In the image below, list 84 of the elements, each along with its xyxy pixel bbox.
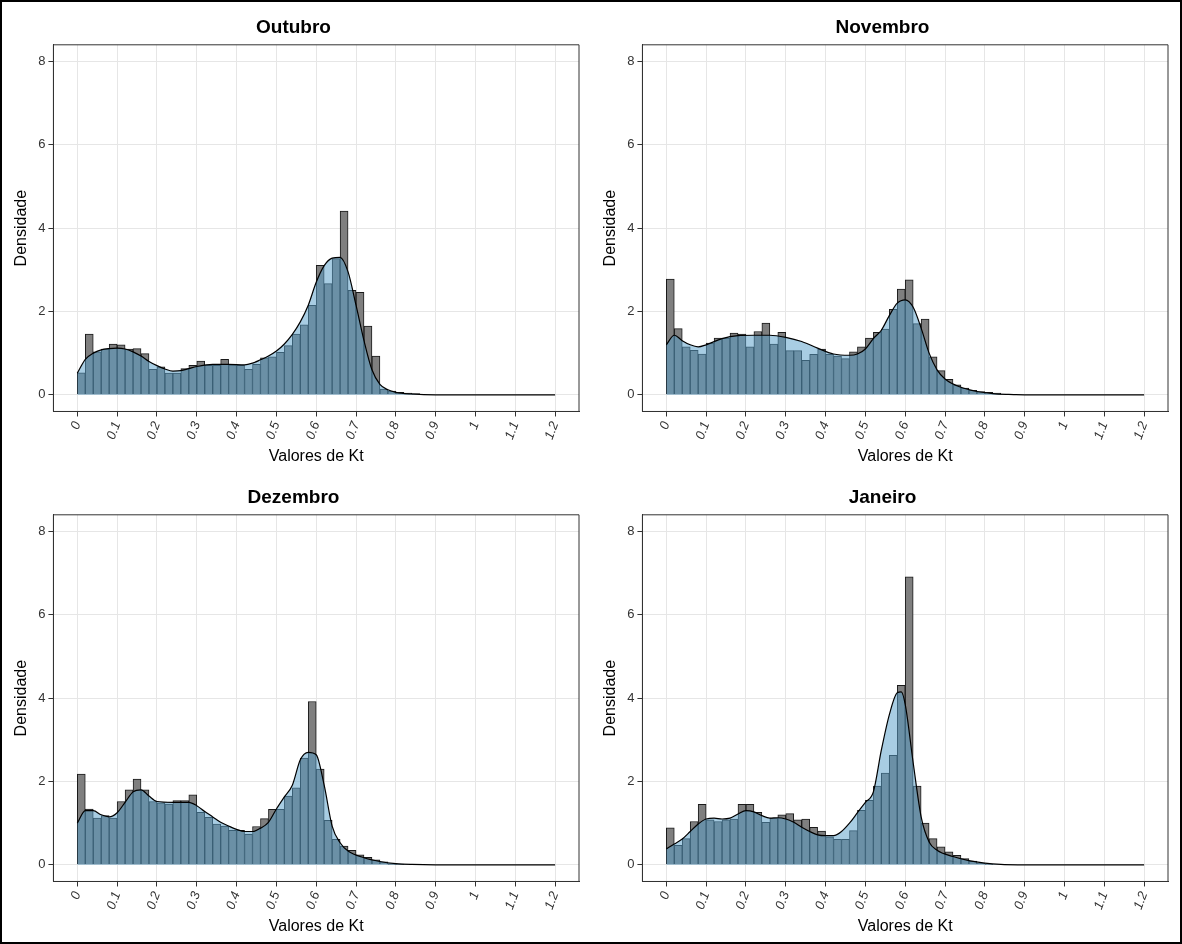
x-tick-label: 0.5: [851, 418, 872, 442]
y-tick-label: 6: [38, 606, 46, 622]
x-tick-label: 0.5: [262, 418, 283, 442]
y-tick-label: 0: [38, 386, 46, 402]
x-tick-label: 0.1: [103, 889, 124, 912]
x-tick-label: 0.1: [692, 889, 713, 912]
x-tick-label: 0.4: [222, 889, 243, 912]
y-tick-label: 6: [38, 136, 46, 152]
x-tick-label: 0.4: [811, 889, 832, 912]
x-tick-label: 0.9: [421, 889, 442, 912]
x-tick-label: 1.2: [1130, 418, 1151, 442]
x-tick-label: 0.2: [142, 888, 164, 912]
y-tick-label: 2: [38, 303, 46, 319]
x-tick-label: 0.7: [341, 888, 363, 912]
x-tick-label: 0.2: [731, 888, 753, 912]
x-tick-label: 1.1: [1090, 889, 1111, 912]
x-tick-label: 0.4: [811, 419, 832, 442]
x-tick-label: 0.3: [771, 418, 793, 442]
x-tick-label: 0.9: [1010, 419, 1031, 442]
x-tick-label: 0.7: [341, 418, 363, 442]
chart-title: Outubro: [256, 15, 331, 37]
x-tick-label: 1.1: [1090, 419, 1111, 442]
x-tick-label: 1.1: [501, 419, 522, 442]
x-tick-label: 1: [465, 419, 482, 432]
x-tick-label: 0.3: [182, 888, 204, 912]
x-tick-label: 1: [465, 889, 482, 902]
y-tick-label: 8: [627, 53, 635, 69]
x-axis-title: Valores de Kt: [268, 916, 365, 934]
x-axis-title: Valores de Kt: [857, 446, 954, 464]
y-tick-label: 0: [627, 386, 635, 402]
y-tick-label: 6: [627, 136, 635, 152]
y-tick-label: 8: [38, 523, 46, 539]
x-tick-label: 0.9: [1010, 889, 1031, 912]
x-tick-label: 0.5: [851, 888, 872, 912]
x-tick-label: 0.8: [970, 888, 992, 912]
x-tick-label: 0.8: [381, 418, 403, 442]
x-tick-label: 0: [655, 888, 673, 902]
x-tick-label: 1: [1054, 889, 1071, 902]
x-tick-label: 0.3: [182, 418, 204, 442]
x-tick-label: 0.6: [891, 888, 912, 912]
y-tick-label: 8: [38, 53, 46, 69]
x-tick-label: 0.7: [930, 888, 952, 912]
x-tick-label: 0.8: [381, 888, 403, 912]
y-tick-label: 4: [38, 689, 46, 705]
x-tick-label: 0.5: [262, 888, 283, 912]
x-tick-label: 0.7: [930, 418, 952, 442]
y-tick-label: 0: [38, 856, 46, 872]
y-axis-title: Densidade: [601, 659, 619, 737]
x-tick-label: 0.1: [103, 419, 124, 442]
x-tick-label: 1: [1054, 419, 1071, 432]
y-tick-label: 4: [627, 219, 635, 235]
x-tick-label: 0.1: [692, 419, 713, 442]
y-tick-label: 2: [627, 303, 635, 319]
y-tick-label: 8: [627, 523, 635, 539]
chart-title: Novembro: [835, 15, 930, 37]
y-axis-title: Densidade: [601, 189, 619, 267]
y-tick-label: 2: [627, 773, 635, 789]
x-tick-label: 0.8: [970, 418, 992, 442]
x-tick-label: 0.6: [302, 418, 323, 442]
x-tick-label: 1.1: [501, 889, 522, 912]
x-axis-title: Valores de Kt: [857, 916, 954, 934]
y-tick-label: 0: [627, 856, 635, 872]
y-axis-title: Densidade: [12, 659, 30, 737]
x-tick-label: 0.2: [731, 418, 753, 442]
y-tick-label: 4: [38, 219, 46, 235]
x-tick-label: 0.2: [142, 418, 164, 442]
x-tick-label: 1.2: [541, 888, 562, 912]
y-tick-label: 6: [627, 606, 635, 622]
x-tick-label: 0.9: [421, 419, 442, 442]
x-tick-label: 0.6: [891, 418, 912, 442]
x-tick-label: 0.4: [222, 419, 243, 442]
x-tick-label: 1.2: [1130, 888, 1151, 912]
x-tick-label: 0.6: [302, 888, 323, 912]
chart-title: Janeiro: [848, 485, 917, 507]
y-tick-label: 4: [627, 689, 635, 705]
x-axis-title: Valores de Kt: [268, 446, 365, 464]
y-axis-title: Densidade: [12, 189, 30, 267]
x-tick-label: 0.3: [771, 888, 793, 912]
x-tick-label: 0: [66, 418, 84, 432]
x-tick-label: 0: [655, 418, 673, 432]
y-tick-label: 2: [38, 773, 46, 789]
x-tick-label: 0: [66, 888, 84, 902]
chart-title: Dezembro: [247, 485, 340, 507]
x-tick-label: 1.2: [541, 418, 562, 442]
